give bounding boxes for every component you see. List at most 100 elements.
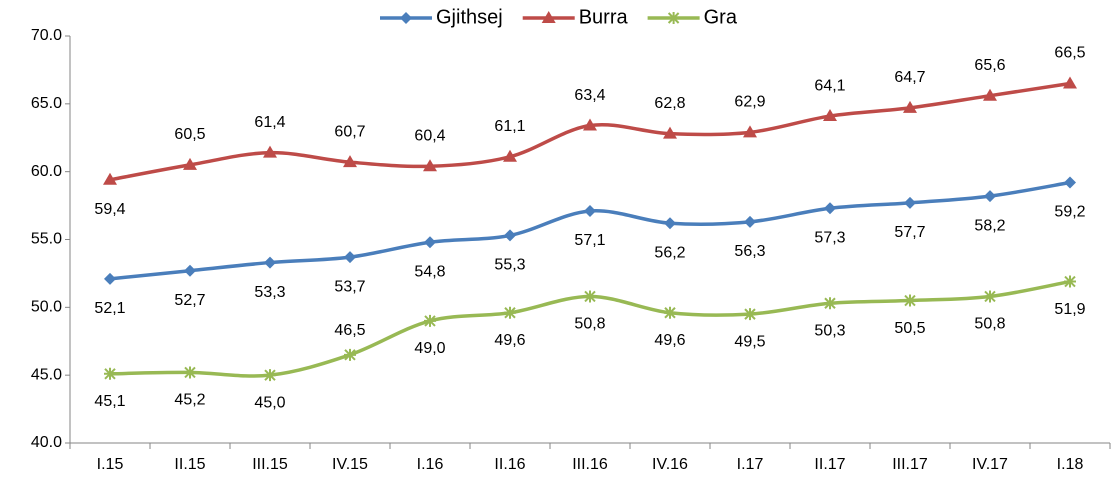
marker bbox=[183, 157, 197, 170]
marker bbox=[743, 125, 757, 138]
value-label: 49,5 bbox=[734, 333, 765, 350]
value-label: 49,0 bbox=[414, 340, 445, 357]
marker bbox=[824, 297, 836, 310]
x-tick-label: III.17 bbox=[892, 456, 928, 473]
value-label: 45,2 bbox=[174, 392, 205, 409]
marker bbox=[504, 229, 516, 242]
x-tick-label: IV.15 bbox=[332, 456, 368, 473]
value-label: 50,3 bbox=[814, 322, 845, 339]
legend-label: Gjithsej bbox=[436, 6, 503, 28]
marker bbox=[424, 236, 436, 249]
marker bbox=[184, 366, 196, 379]
value-label: 60,7 bbox=[334, 123, 365, 140]
marker bbox=[344, 348, 356, 361]
value-label: 45,0 bbox=[254, 394, 285, 411]
marker bbox=[663, 126, 677, 139]
value-label: 62,9 bbox=[734, 94, 765, 111]
marker bbox=[343, 155, 357, 168]
y-tick-label: 50.0 bbox=[31, 299, 62, 316]
value-label: 59,2 bbox=[1054, 204, 1085, 221]
value-label: 50,5 bbox=[894, 320, 925, 337]
marker bbox=[904, 196, 916, 209]
marker bbox=[903, 100, 917, 113]
value-label: 46,5 bbox=[334, 322, 365, 339]
marker bbox=[1063, 76, 1077, 89]
value-label: 62,8 bbox=[654, 95, 685, 112]
marker bbox=[664, 306, 676, 319]
marker bbox=[503, 149, 517, 162]
value-label: 52,7 bbox=[174, 292, 205, 309]
value-label: 57,3 bbox=[814, 230, 845, 247]
marker bbox=[824, 202, 836, 215]
marker bbox=[583, 118, 597, 131]
marker bbox=[424, 314, 436, 327]
marker bbox=[423, 159, 437, 172]
legend-label: Burra bbox=[579, 6, 629, 28]
value-label: 59,4 bbox=[94, 201, 125, 218]
value-label: 49,6 bbox=[654, 332, 685, 349]
value-label: 55,3 bbox=[494, 257, 525, 274]
x-tick-label: I.16 bbox=[417, 456, 444, 473]
value-label: 45,1 bbox=[94, 393, 125, 410]
legend-label: Gra bbox=[704, 6, 738, 28]
value-label: 60,5 bbox=[174, 126, 205, 143]
marker bbox=[103, 172, 117, 185]
marker bbox=[504, 306, 516, 319]
value-label: 63,4 bbox=[574, 87, 605, 104]
value-label: 64,7 bbox=[894, 69, 925, 86]
marker bbox=[264, 256, 276, 269]
y-tick-label: 65.0 bbox=[31, 95, 62, 112]
y-tick-label: 60.0 bbox=[31, 163, 62, 180]
marker bbox=[584, 205, 596, 218]
value-label: 56,3 bbox=[734, 243, 765, 260]
x-tick-label: II.15 bbox=[174, 456, 205, 473]
value-label: 51,9 bbox=[1054, 301, 1085, 318]
value-label: 50,8 bbox=[974, 316, 1005, 333]
marker bbox=[344, 251, 356, 264]
marker bbox=[264, 369, 276, 382]
x-tick-label: III.16 bbox=[572, 456, 608, 473]
value-label: 57,7 bbox=[894, 224, 925, 241]
y-tick-label: 55.0 bbox=[31, 231, 62, 248]
marker bbox=[744, 215, 756, 228]
x-tick-label: I.18 bbox=[1057, 456, 1084, 473]
x-tick-label: I.15 bbox=[97, 456, 124, 473]
marker bbox=[904, 294, 916, 307]
value-label: 50,8 bbox=[574, 316, 605, 333]
x-tick-label: II.17 bbox=[814, 456, 845, 473]
value-label: 61,1 bbox=[494, 118, 525, 135]
marker bbox=[104, 367, 116, 380]
marker bbox=[584, 290, 596, 303]
marker bbox=[664, 217, 676, 230]
value-label: 58,2 bbox=[974, 217, 1005, 234]
marker bbox=[744, 308, 756, 321]
value-label: 60,4 bbox=[414, 127, 445, 144]
marker bbox=[104, 272, 116, 285]
value-label: 56,2 bbox=[654, 244, 685, 261]
value-label: 49,6 bbox=[494, 332, 525, 349]
x-tick-label: IV.16 bbox=[652, 456, 688, 473]
legend-marker bbox=[667, 12, 680, 24]
value-label: 66,5 bbox=[1054, 45, 1085, 62]
marker bbox=[984, 290, 996, 303]
marker bbox=[1064, 275, 1076, 288]
x-tick-label: I.17 bbox=[737, 456, 764, 473]
value-label: 52,1 bbox=[94, 300, 125, 317]
x-tick-label: II.16 bbox=[494, 456, 525, 473]
x-tick-label: IV.17 bbox=[972, 456, 1008, 473]
marker bbox=[984, 190, 996, 203]
legend-marker bbox=[541, 11, 556, 23]
y-tick-label: 45.0 bbox=[31, 366, 62, 383]
x-tick-label: III.15 bbox=[252, 456, 288, 473]
legend-marker bbox=[400, 12, 412, 24]
value-label: 53,3 bbox=[254, 284, 285, 301]
value-label: 61,4 bbox=[254, 114, 285, 131]
marker bbox=[983, 88, 997, 101]
marker bbox=[1064, 176, 1076, 189]
series-line bbox=[109, 180, 1071, 281]
y-tick-label: 70.0 bbox=[31, 27, 62, 44]
marker bbox=[823, 109, 837, 122]
marker bbox=[184, 264, 196, 277]
value-label: 64,1 bbox=[814, 77, 845, 94]
